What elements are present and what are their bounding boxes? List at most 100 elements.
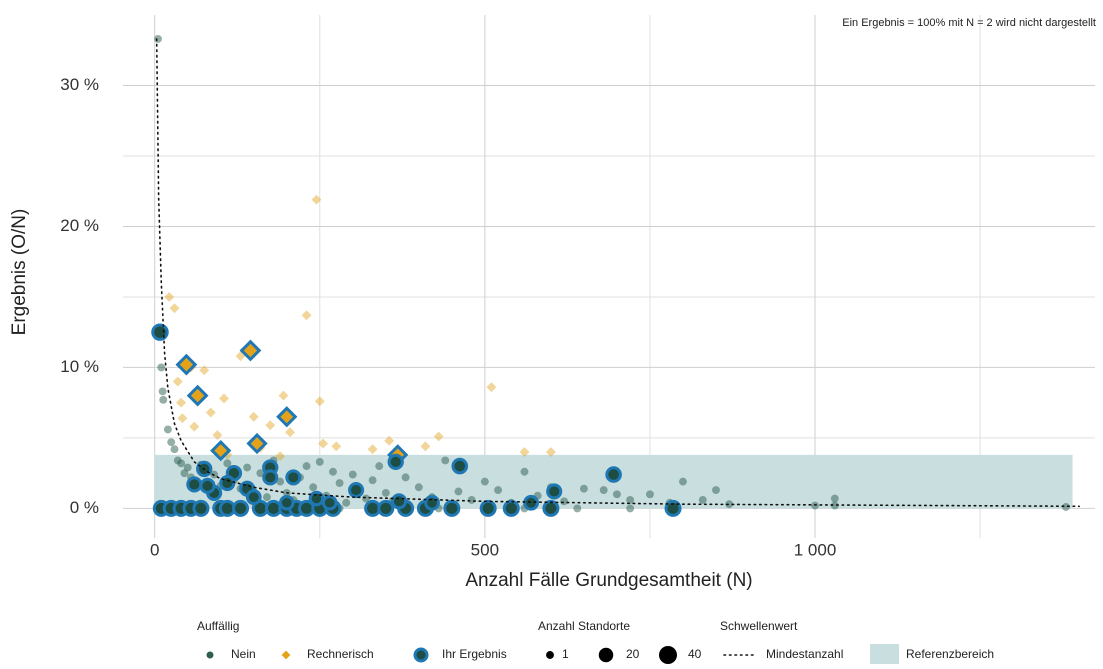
y-tick-label: 10 % bbox=[60, 357, 99, 376]
point bbox=[519, 447, 530, 457]
point bbox=[420, 441, 431, 452]
result-point bbox=[278, 494, 295, 511]
point bbox=[177, 413, 188, 424]
point bbox=[167, 438, 176, 447]
point bbox=[725, 500, 734, 509]
point bbox=[285, 427, 295, 438]
point bbox=[698, 495, 707, 504]
result-point bbox=[186, 384, 209, 407]
point bbox=[154, 35, 162, 43]
point bbox=[626, 495, 635, 504]
point bbox=[159, 395, 168, 404]
point bbox=[177, 459, 186, 468]
point bbox=[248, 411, 259, 422]
legend-title: Schwellenwert bbox=[720, 619, 798, 633]
point bbox=[311, 194, 322, 205]
result-point bbox=[523, 494, 540, 511]
result-point bbox=[308, 490, 325, 507]
result-point bbox=[443, 499, 461, 517]
point bbox=[309, 483, 318, 492]
point bbox=[362, 494, 370, 503]
point bbox=[375, 462, 384, 471]
legend-label: 40 bbox=[688, 647, 702, 661]
point bbox=[560, 497, 569, 506]
point bbox=[205, 407, 216, 418]
size-legend-symbol bbox=[659, 646, 677, 664]
point bbox=[318, 438, 329, 449]
legend-label: Mindestanzahl bbox=[766, 647, 843, 661]
result-point bbox=[192, 499, 210, 517]
point bbox=[243, 463, 252, 472]
point bbox=[275, 451, 286, 462]
legend-label: Referenzbereich bbox=[906, 647, 994, 661]
result-point bbox=[321, 494, 338, 511]
y-tick-label: 30 % bbox=[60, 75, 99, 94]
result-point bbox=[387, 453, 404, 471]
point bbox=[384, 435, 395, 446]
point bbox=[157, 363, 166, 372]
result-point bbox=[479, 499, 497, 517]
y-tick-label: 0 % bbox=[70, 498, 99, 517]
result-point bbox=[151, 323, 169, 341]
x-tick-label: 1 000 bbox=[794, 540, 837, 559]
x-axis-label: Anzahl Fälle Grundgesamtheit (N) bbox=[465, 570, 752, 591]
point bbox=[263, 493, 271, 502]
point bbox=[189, 421, 200, 432]
point bbox=[169, 303, 180, 314]
legend-symbol bbox=[870, 644, 899, 666]
result-point bbox=[232, 499, 250, 517]
result-point bbox=[390, 493, 408, 510]
point bbox=[278, 390, 289, 401]
result-point bbox=[451, 457, 469, 475]
point bbox=[520, 467, 529, 476]
point bbox=[158, 387, 167, 396]
legend-label: Nein bbox=[231, 647, 256, 661]
point bbox=[679, 477, 687, 486]
point bbox=[183, 463, 192, 472]
result-point bbox=[175, 353, 198, 376]
y-axis-label: Ergebnis (O/N) bbox=[9, 209, 30, 336]
point bbox=[342, 498, 351, 507]
result-point bbox=[546, 483, 563, 500]
point bbox=[176, 397, 187, 408]
x-tick-label: 0 bbox=[150, 540, 159, 559]
point bbox=[381, 488, 390, 497]
legend-title: Anzahl Standorte bbox=[538, 619, 630, 633]
result-point bbox=[285, 469, 302, 486]
result-point bbox=[245, 489, 262, 506]
point bbox=[335, 479, 344, 487]
point bbox=[712, 486, 720, 495]
point bbox=[830, 494, 839, 503]
result-point bbox=[246, 432, 268, 455]
legend-symbol bbox=[413, 647, 429, 663]
point bbox=[1061, 503, 1070, 511]
legend-label: Ihr Ergebnis bbox=[442, 647, 507, 661]
size-legend-symbol bbox=[598, 647, 614, 663]
point bbox=[348, 470, 357, 479]
point bbox=[223, 459, 232, 468]
result-point bbox=[276, 406, 298, 428]
point bbox=[276, 477, 285, 486]
result-point bbox=[199, 477, 216, 494]
point bbox=[331, 441, 342, 452]
legend-title: Auffällig bbox=[197, 619, 239, 633]
point bbox=[199, 365, 210, 376]
threshold-line bbox=[155, 38, 1080, 508]
point bbox=[164, 292, 175, 302]
point bbox=[579, 484, 588, 493]
y-tick-label: 20 % bbox=[60, 216, 99, 235]
annotation: Ein Ergebnis = 100% mit N = 2 wird nicht… bbox=[842, 17, 1096, 29]
result-point bbox=[210, 439, 232, 462]
point bbox=[212, 430, 223, 441]
point bbox=[315, 457, 324, 466]
size-legend-symbol bbox=[546, 651, 554, 659]
point bbox=[433, 431, 444, 442]
point bbox=[480, 477, 489, 486]
point bbox=[494, 486, 503, 495]
point bbox=[301, 310, 312, 321]
result-point bbox=[262, 469, 279, 486]
legend-label: 1 bbox=[562, 647, 569, 661]
result-point bbox=[348, 482, 365, 499]
point bbox=[367, 444, 378, 455]
